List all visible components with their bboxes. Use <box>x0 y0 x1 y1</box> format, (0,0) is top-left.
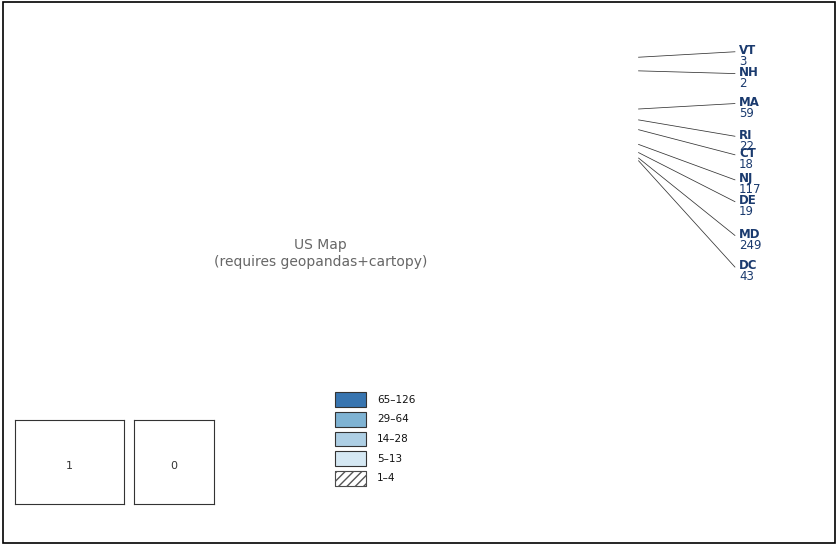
Text: VT: VT <box>739 44 757 57</box>
Text: CT: CT <box>739 147 756 160</box>
Bar <box>335 392 366 407</box>
Bar <box>335 432 366 446</box>
Text: MA: MA <box>739 96 760 109</box>
Text: 117: 117 <box>739 183 762 196</box>
Bar <box>335 412 366 427</box>
Text: 29–64: 29–64 <box>377 414 408 425</box>
Text: RI: RI <box>739 129 753 142</box>
Text: 14–28: 14–28 <box>377 434 408 444</box>
Text: DC: DC <box>739 259 758 272</box>
Text: 2: 2 <box>739 77 747 90</box>
Text: 0: 0 <box>170 461 178 471</box>
Text: US Map
(requires geopandas+cartopy): US Map (requires geopandas+cartopy) <box>214 238 427 269</box>
Bar <box>335 471 366 486</box>
Text: 65–126: 65–126 <box>377 395 415 405</box>
Text: 1–4: 1–4 <box>377 474 396 483</box>
Text: 18: 18 <box>739 158 754 171</box>
Text: DE: DE <box>739 194 757 207</box>
Text: 5–13: 5–13 <box>377 453 402 464</box>
Text: NH: NH <box>739 66 759 79</box>
Text: 3: 3 <box>739 55 747 68</box>
Bar <box>335 471 366 486</box>
Text: 43: 43 <box>739 270 754 283</box>
Text: MD: MD <box>739 228 761 241</box>
Text: 249: 249 <box>739 239 762 252</box>
Text: 1: 1 <box>66 461 73 471</box>
Text: NJ: NJ <box>739 172 753 185</box>
Text: 19: 19 <box>739 205 754 218</box>
Text: 59: 59 <box>739 107 754 120</box>
Bar <box>335 451 366 466</box>
Text: 22: 22 <box>739 140 754 153</box>
